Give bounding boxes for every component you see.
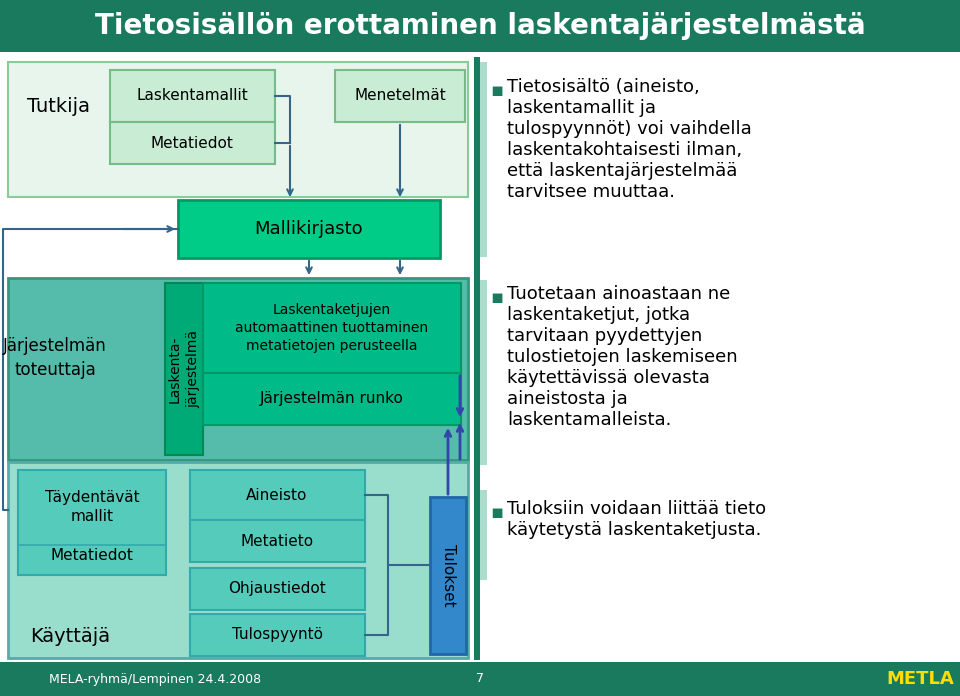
- Text: 7: 7: [476, 672, 484, 686]
- Text: käytetystä laskentaketjusta.: käytetystä laskentaketjusta.: [507, 521, 761, 539]
- FancyBboxPatch shape: [110, 70, 275, 122]
- Text: Laskenta-
järjestelmä: Laskenta- järjestelmä: [168, 330, 201, 408]
- Text: Tuloksiin voidaan liittää tieto: Tuloksiin voidaan liittää tieto: [507, 500, 766, 518]
- FancyBboxPatch shape: [480, 62, 487, 257]
- Text: laskentakohtaisesti ilman,: laskentakohtaisesti ilman,: [507, 141, 742, 159]
- Text: Mallikirjasto: Mallikirjasto: [254, 220, 363, 238]
- Text: Tutkija: Tutkija: [27, 97, 90, 116]
- Text: tulostietojen laskemiseen: tulostietojen laskemiseen: [507, 348, 737, 366]
- FancyBboxPatch shape: [190, 568, 365, 610]
- Text: laskentaketjut, jotka: laskentaketjut, jotka: [507, 306, 690, 324]
- FancyBboxPatch shape: [165, 283, 203, 455]
- FancyBboxPatch shape: [5, 57, 955, 659]
- FancyBboxPatch shape: [18, 470, 166, 575]
- Text: Tietosisällön erottaminen laskentajärjestelmästä: Tietosisällön erottaminen laskentajärjes…: [95, 12, 865, 40]
- FancyBboxPatch shape: [203, 373, 461, 425]
- Text: tarvitsee muuttaa.: tarvitsee muuttaa.: [507, 183, 675, 201]
- Text: ▪: ▪: [490, 81, 503, 100]
- Text: tulospyynnöt) voi vaihdella: tulospyynnöt) voi vaihdella: [507, 120, 752, 138]
- Text: Laskentamallit: Laskentamallit: [136, 88, 248, 104]
- FancyBboxPatch shape: [430, 497, 466, 654]
- Text: Käyttäjä: Käyttäjä: [30, 626, 110, 645]
- Text: käytettävissä olevasta: käytettävissä olevasta: [507, 369, 709, 387]
- FancyBboxPatch shape: [474, 57, 480, 660]
- FancyBboxPatch shape: [110, 122, 275, 164]
- Text: ▪: ▪: [490, 503, 503, 522]
- Text: Ohjaustiedot: Ohjaustiedot: [228, 581, 325, 596]
- FancyBboxPatch shape: [0, 662, 960, 696]
- Text: ▪: ▪: [490, 288, 503, 307]
- Text: laskentamalleista.: laskentamalleista.: [507, 411, 671, 429]
- FancyBboxPatch shape: [480, 490, 487, 580]
- Text: että laskentajärjestelmää: että laskentajärjestelmää: [507, 162, 737, 180]
- Text: laskentamallit ja: laskentamallit ja: [507, 99, 656, 117]
- Text: Järjestelmän runko: Järjestelmän runko: [260, 391, 404, 406]
- FancyBboxPatch shape: [203, 283, 461, 373]
- FancyBboxPatch shape: [190, 520, 365, 562]
- FancyBboxPatch shape: [335, 70, 465, 122]
- Text: Metatiedot: Metatiedot: [151, 136, 233, 150]
- Text: Metatiedot: Metatiedot: [51, 548, 133, 564]
- Text: Menetelmät: Menetelmät: [354, 88, 445, 104]
- FancyBboxPatch shape: [178, 200, 440, 258]
- FancyBboxPatch shape: [8, 62, 468, 197]
- FancyBboxPatch shape: [190, 470, 365, 520]
- Text: METLA: METLA: [886, 670, 954, 688]
- Text: Täydentävät
mallit: Täydentävät mallit: [45, 489, 139, 524]
- Text: Aineisto: Aineisto: [247, 487, 308, 503]
- Text: MELA-ryhmä/Lempinen 24.4.2008: MELA-ryhmä/Lempinen 24.4.2008: [49, 672, 261, 686]
- Text: Metatieto: Metatieto: [240, 534, 314, 548]
- FancyBboxPatch shape: [190, 614, 365, 656]
- Text: Tietosisältö (aineisto,: Tietosisältö (aineisto,: [507, 78, 700, 96]
- FancyBboxPatch shape: [8, 278, 468, 460]
- Text: Laskentaketjujen
automaattinen tuottaminen
metatietojen perusteella: Laskentaketjujen automaattinen tuottamin…: [235, 303, 428, 354]
- Text: Tulokset: Tulokset: [441, 544, 455, 606]
- Text: Järjestelmän
toteuttaja: Järjestelmän toteuttaja: [3, 337, 107, 379]
- Text: tarvitaan pyydettyjen: tarvitaan pyydettyjen: [507, 327, 703, 345]
- Text: Tuotetaan ainoastaan ne: Tuotetaan ainoastaan ne: [507, 285, 731, 303]
- Text: Tulospyyntö: Tulospyyntö: [231, 628, 323, 642]
- FancyBboxPatch shape: [8, 462, 468, 658]
- Text: aineistosta ja: aineistosta ja: [507, 390, 628, 408]
- FancyBboxPatch shape: [480, 280, 487, 465]
- FancyBboxPatch shape: [0, 0, 960, 52]
